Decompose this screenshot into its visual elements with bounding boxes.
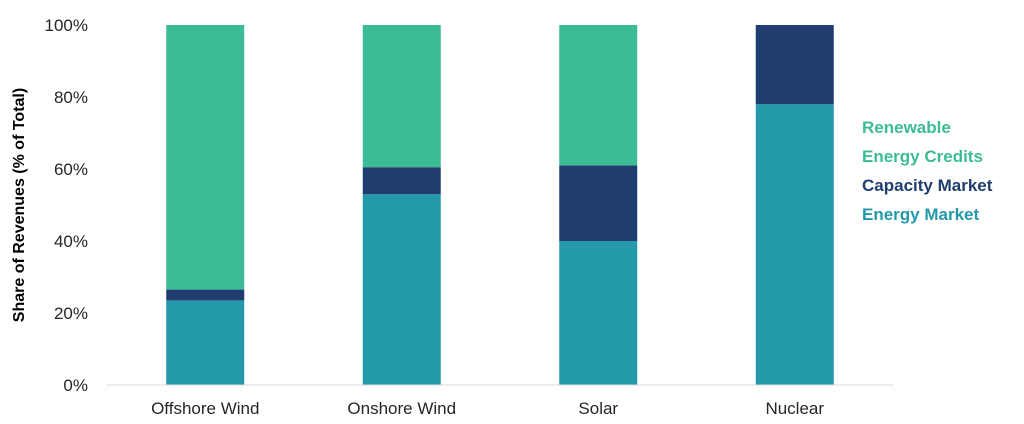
legend: Renewable Energy Credits Capacity Market En… xyxy=(862,118,993,224)
x-axis-ticks: Offshore Wind Onshore Wind Solar Nuclear xyxy=(151,399,824,418)
bar-segment-renewable-energy-credits xyxy=(362,25,441,168)
y-tick-label: 60% xyxy=(54,160,88,179)
bar-segment-capacity-market xyxy=(166,289,245,301)
legend-label: Energy Credits xyxy=(862,147,983,166)
x-tick-label: Nuclear xyxy=(765,399,824,418)
y-tick-label: 40% xyxy=(54,232,88,251)
bar-segment-energy-market xyxy=(166,300,245,385)
bar-segment-renewable-energy-credits xyxy=(559,25,638,166)
bar-segment-energy-market xyxy=(362,194,441,385)
y-tick-label: 0% xyxy=(63,376,88,395)
bar-segment-capacity-market xyxy=(559,165,638,241)
y-axis-title: Share of Revenues (% of Total) xyxy=(11,88,28,322)
x-tick-label: Onshore Wind xyxy=(347,399,456,418)
bar-segment-energy-market xyxy=(755,104,834,385)
bar-segment-capacity-market xyxy=(362,167,441,195)
y-tick-label: 100% xyxy=(45,16,88,35)
bar-segment-renewable-energy-credits xyxy=(166,25,245,290)
bar-segment-energy-market xyxy=(559,241,638,385)
bar-segments xyxy=(166,25,834,385)
x-tick-label: Offshore Wind xyxy=(151,399,259,418)
bar-segment-capacity-market xyxy=(755,25,834,105)
legend-label: Renewable xyxy=(862,118,951,137)
x-tick-label: Solar xyxy=(578,399,618,418)
y-tick-label: 80% xyxy=(54,88,88,107)
legend-label: Capacity Market xyxy=(862,176,993,195)
y-axis-ticks: 0% 20% 40% 60% 80% 100% xyxy=(45,16,88,395)
legend-label: Energy Market xyxy=(862,205,979,224)
y-tick-label: 20% xyxy=(54,304,88,323)
